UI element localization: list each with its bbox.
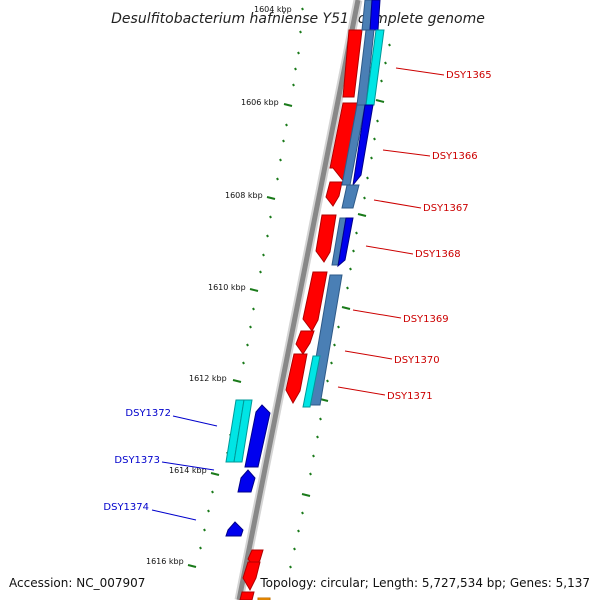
gene-label-dsy1374[interactable]: DSY1374 [103, 502, 149, 513]
leader-line-dsy1369 [352, 309, 402, 319]
gene-feature-dsy1374[interactable] [225, 521, 244, 537]
feature-cyan-5[interactable] [302, 355, 321, 408]
gene-label-dsy1370[interactable]: DSY1370 [394, 355, 440, 366]
gene-feature-dsy1368[interactable] [315, 214, 337, 263]
scale-label-1610: 1610 kbp [208, 283, 246, 292]
genome-backbone [236, 0, 361, 600]
outer-tick-ring [289, 43, 391, 569]
scale-label-1604: 1604 kbp [254, 5, 292, 14]
gene-label-dsy1365[interactable]: DSY1365 [446, 70, 492, 81]
gene-label-dsy1373[interactable]: DSY1373 [114, 455, 160, 466]
feature-blue-0[interactable] [369, 0, 381, 31]
scale-label-1614: 1614 kbp [169, 466, 207, 475]
forward-gene-track [239, 29, 363, 600]
leader-line-dsy1367 [373, 199, 422, 209]
leader-line-dsy1373 [161, 461, 215, 471]
feature-steel-3[interactable] [341, 184, 360, 209]
gene-feature-forward-10[interactable] [239, 591, 255, 600]
gene-label-dsy1368[interactable]: DSY1368 [415, 249, 461, 260]
scale-label-1606: 1606 kbp [241, 98, 279, 107]
gene-label-dsy1369[interactable]: DSY1369 [403, 314, 449, 325]
gene-feature-dsy1367[interactable] [325, 181, 343, 207]
leader-line-dsy1365 [395, 67, 445, 76]
gene-feature-dsy1371[interactable] [285, 353, 308, 405]
gene-feature-dsy1373[interactable] [237, 469, 256, 493]
leader-line-dsy1371 [337, 386, 386, 396]
leader-line-dsy1366 [382, 149, 431, 157]
map-title: Desulfitobacterium hafniense Y51, comple… [111, 11, 485, 27]
gene-feature-dsy1372[interactable] [244, 404, 271, 468]
scale-label-1608: 1608 kbp [225, 191, 263, 200]
gene-feature-dsy1365[interactable] [342, 29, 363, 98]
scale-label-1616: 1616 kbp [146, 557, 184, 566]
genome-summary-label: Topology: circular; Length: 5,727,534 bp… [259, 576, 590, 590]
feature-blue-4[interactable] [337, 217, 354, 268]
leader-lines [151, 67, 445, 521]
leader-line-dsy1368 [365, 245, 414, 255]
gene-label-dsy1372[interactable]: DSY1372 [125, 408, 171, 419]
accession-label: Accession: NC_007907 [9, 576, 145, 590]
feature-cyan-1[interactable] [365, 29, 385, 106]
reverse-gene-track [225, 404, 271, 537]
leader-line-dsy1372 [172, 415, 218, 427]
gene-feature-dsy1369[interactable] [302, 271, 328, 332]
feature-cyan-dsy1372-b[interactable] [233, 399, 253, 463]
scale-label-1612: 1612 kbp [189, 374, 227, 383]
feature-blue-2[interactable] [352, 104, 374, 187]
gene-label-dsy1371[interactable]: DSY1371 [387, 391, 433, 402]
gene-feature-dsy1370[interactable] [295, 330, 315, 355]
leader-line-dsy1374 [151, 509, 197, 521]
leader-line-dsy1370 [344, 350, 393, 360]
gene-label-dsy1366[interactable]: DSY1366 [432, 151, 478, 162]
feature-track [225, 0, 385, 600]
gene-label-dsy1367[interactable]: DSY1367 [423, 203, 469, 214]
gene-feature-forward-9[interactable] [242, 561, 261, 592]
